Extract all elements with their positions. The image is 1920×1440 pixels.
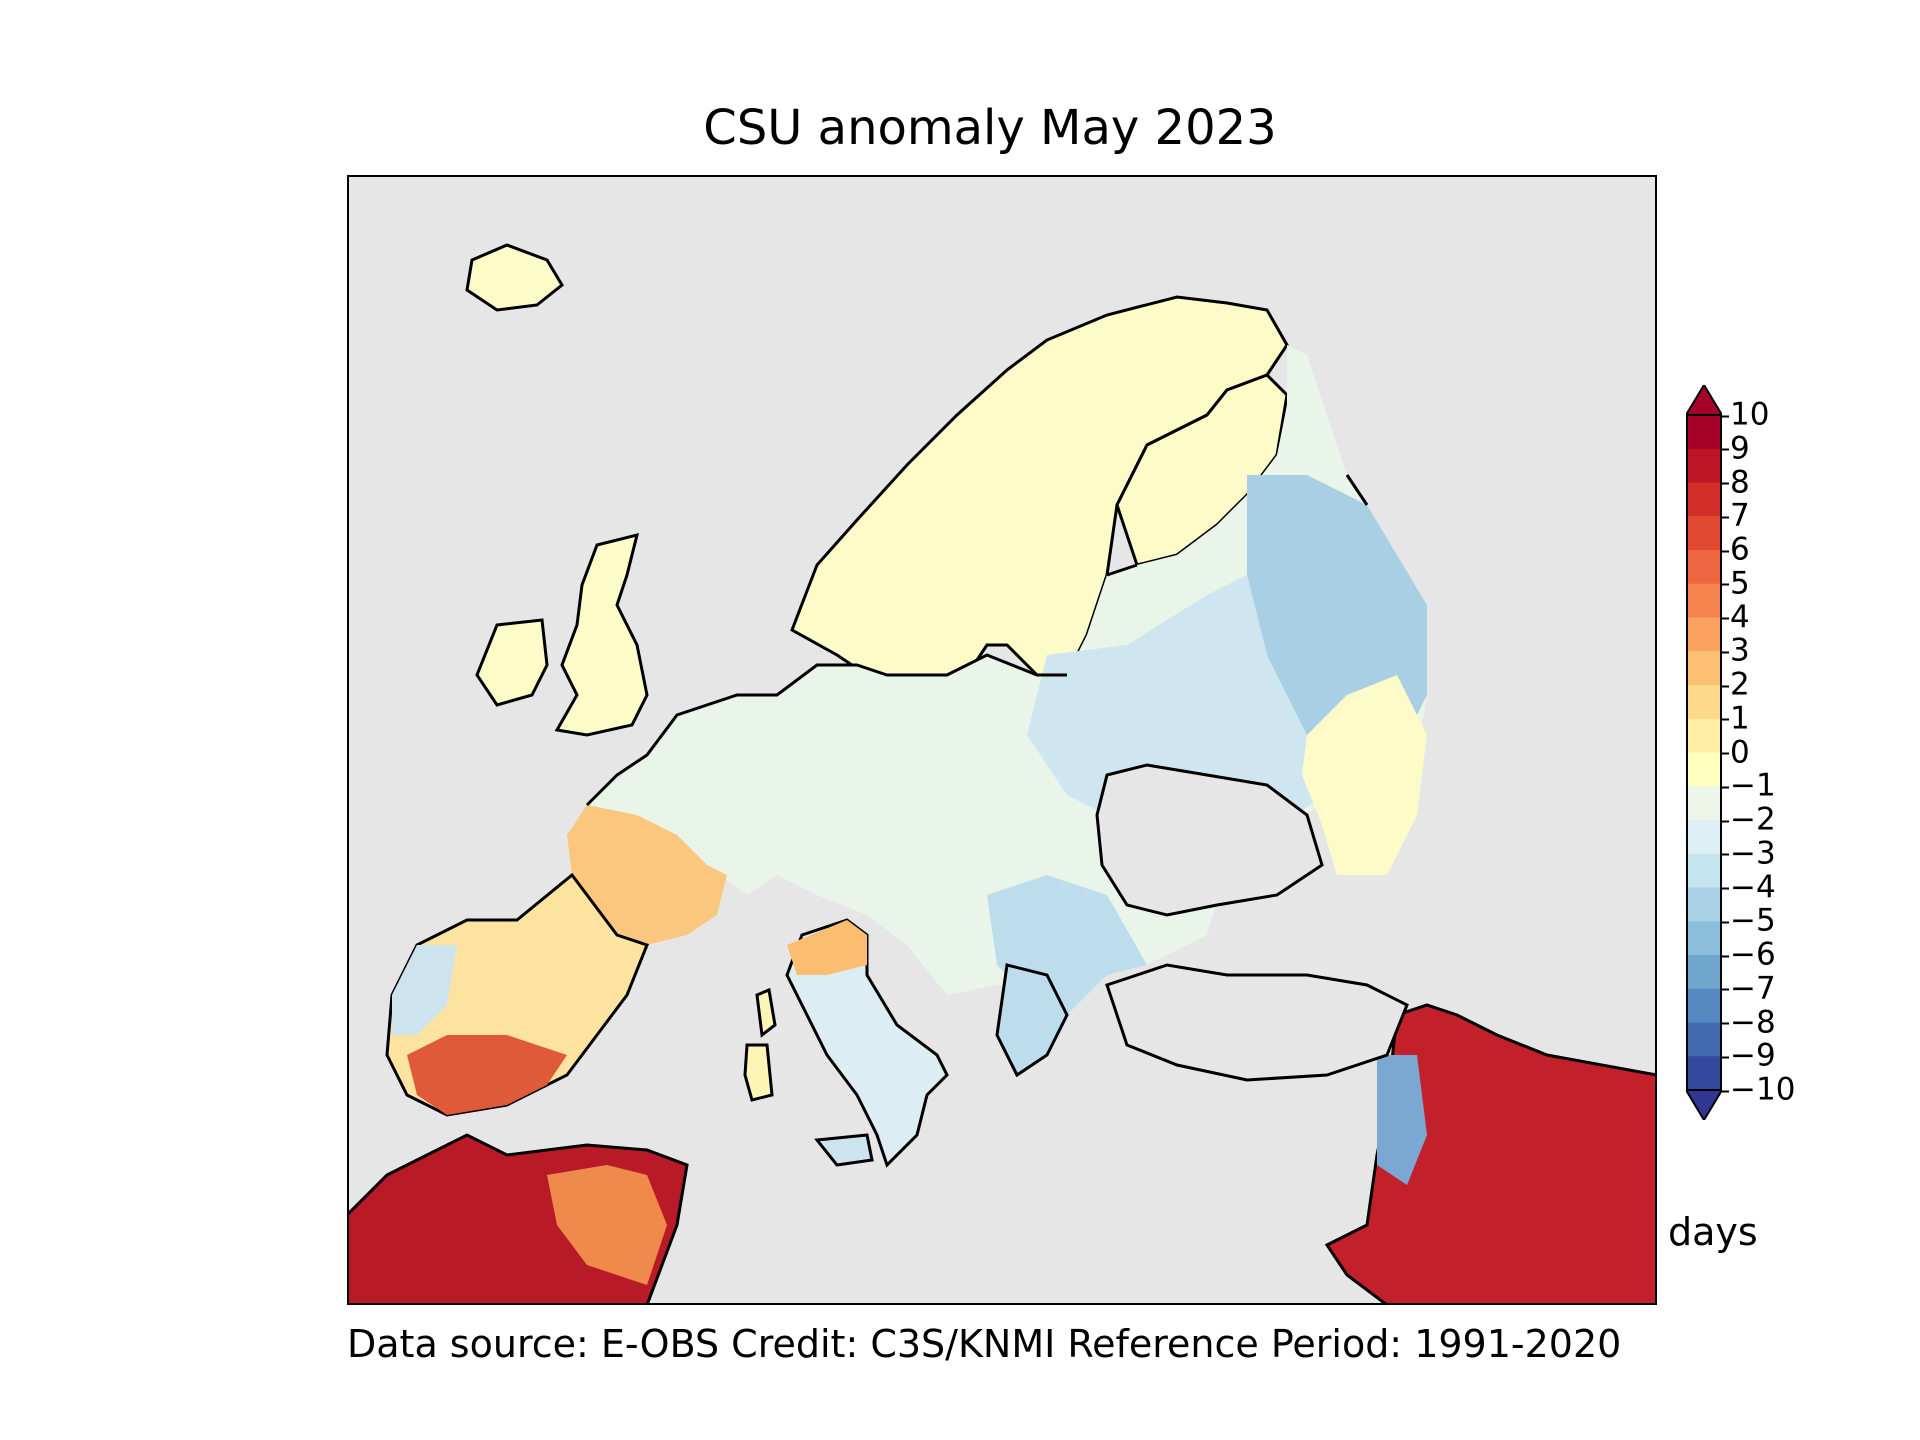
colorbar-segment [1687, 448, 1721, 483]
map-title: CSU anomaly May 2023 [703, 100, 1277, 156]
colorbar-tick-label: −4 [1722, 869, 1776, 905]
colorbar-tick-label: 8 [1722, 464, 1750, 500]
colorbar-extend-top [1684, 383, 1724, 416]
map-canvas [347, 175, 1657, 1305]
colorbar-tick-label: −6 [1722, 936, 1776, 973]
colorbar-outline [1686, 414, 1722, 1091]
land-turkey [1105, 963, 1409, 1082]
colorbar-tick-label: 4 [1722, 599, 1750, 635]
colorbar-tick-label: 2 [1722, 666, 1750, 703]
colorbar-tick-label: −2 [1722, 801, 1776, 838]
land-finland [1115, 373, 1289, 567]
colorbar-tick-label: 1 [1722, 700, 1750, 737]
map-border [347, 175, 1657, 1305]
colorbar-segment [1687, 921, 1721, 956]
land-iceland [465, 243, 564, 312]
colorbar-segment [1687, 1022, 1721, 1057]
colorbar-tick-label: −1 [1722, 767, 1776, 804]
sea-black [1095, 763, 1324, 917]
colorbar-segment [1687, 853, 1721, 888]
colorbar-tick-label: −7 [1722, 970, 1776, 1007]
colorbar-segment [1687, 955, 1721, 990]
land-africa-orange [547, 1165, 667, 1285]
land-sicily [814, 1133, 874, 1167]
colorbar-segment [1687, 685, 1721, 720]
colorbar-segment [1687, 752, 1721, 787]
colorbar-tick-label: −3 [1722, 835, 1776, 872]
colorbar-segment [1687, 516, 1721, 551]
coast-continent [585, 474, 1369, 807]
colorbar-svg [1684, 383, 1724, 1122]
land-caucasus [1302, 675, 1427, 875]
colorbar-tick-label: −10 [1721, 1071, 1796, 1108]
colorbar-segment [1687, 786, 1721, 821]
colorbar-tick-label: −5 [1722, 902, 1776, 939]
land-corsica [755, 987, 777, 1038]
colorbar-tick-label: 3 [1722, 632, 1750, 669]
colorbar-segment [1687, 550, 1721, 585]
land-ireland [475, 618, 549, 707]
colorbar-tick-label: 5 [1722, 565, 1750, 602]
colorbar-tick-label: −8 [1722, 1004, 1776, 1040]
credits-line: Data source: E-OBS Credit: C3S/KNMI Refe… [347, 1322, 1622, 1366]
land-sardinia [743, 1043, 774, 1102]
colorbar-units: days [1668, 1210, 1758, 1254]
colorbar-tick-label: 0 [1722, 734, 1750, 770]
land-iberia-south [407, 1035, 567, 1115]
colorbar-segment [1687, 1056, 1721, 1091]
colorbar-tick-label: 6 [1722, 531, 1750, 568]
colorbar-segment [1687, 718, 1721, 753]
colorbar-tick-label: 10 [1721, 396, 1770, 433]
colorbar-tick-label: −9 [1722, 1037, 1776, 1074]
land-iberia-west [392, 945, 457, 1035]
colorbar-extend-bottom [1684, 1089, 1724, 1122]
colorbar-tick-label: 7 [1722, 497, 1750, 534]
colorbar-tick-label: 9 [1722, 430, 1750, 467]
colorbar-segment [1687, 617, 1721, 652]
land-france [567, 805, 727, 945]
land-italy-north [787, 920, 867, 975]
colorbar [1684, 383, 1724, 1122]
colorbar-segment [1687, 651, 1721, 686]
land-gb [554, 532, 649, 737]
colorbar-segment [1687, 820, 1721, 855]
colorbar-segment [1687, 415, 1721, 450]
colorbar-segment [1687, 482, 1721, 517]
land-levant-blue [1377, 1055, 1427, 1185]
colorbar-segment [1687, 583, 1721, 618]
colorbar-ticks: 10 9 8 7 6 5 4 3 2 1 0 −1 −2 −3 −4 −5 −6 −7 −8 −9 −10 [1721, 385, 1850, 1120]
colorbar-segment [1687, 887, 1721, 922]
land-greece [995, 963, 1069, 1078]
colorbar-segment [1687, 988, 1721, 1023]
map-panel [347, 175, 1657, 1305]
